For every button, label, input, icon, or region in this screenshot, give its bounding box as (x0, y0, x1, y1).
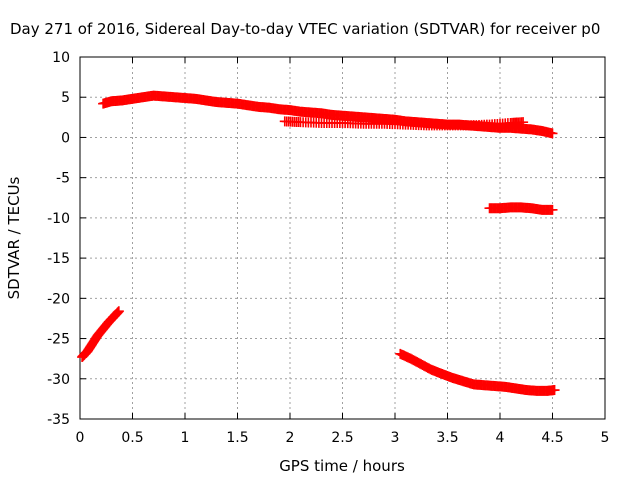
axis-ticks: 0 0.5 1 1.5 2 2.5 3 3.5 4 4.5 5 -35 -30 -25 -20 -15 -10 -… (47, 50, 609, 446)
x-tick-label: 4.5 (541, 430, 563, 446)
y-tick-label: 0 (61, 130, 70, 146)
series-3 (484, 202, 558, 215)
data-point (549, 385, 560, 396)
data-point (113, 306, 124, 317)
data-point (547, 204, 558, 215)
y-tick-label: -20 (47, 291, 70, 307)
data-point (547, 128, 558, 139)
x-tick-label: 2.5 (331, 430, 353, 446)
y-axis-label: SDTVAR / TECUs (5, 176, 23, 299)
y-tick-label: -30 (47, 372, 70, 388)
x-tick-label: 0.5 (121, 430, 143, 446)
series-1 (98, 90, 558, 139)
y-tick-label: -25 (47, 332, 70, 348)
x-tick-label: 1.5 (226, 430, 248, 446)
y-tick-label: -15 (47, 251, 70, 267)
series-4 (77, 306, 124, 363)
x-tick-label: 1 (181, 430, 190, 446)
x-tick-label: 5 (601, 430, 610, 446)
y-tick-label: -10 (47, 211, 70, 227)
y-tick-label: 5 (61, 90, 70, 106)
y-tick-label: -5 (56, 171, 70, 187)
x-tick-label: 4 (496, 430, 505, 446)
y-tick-label: 10 (52, 50, 70, 66)
x-tick-label: 0 (76, 430, 85, 446)
data-points (77, 90, 560, 396)
x-tick-label: 2 (286, 430, 295, 446)
series-5 (395, 348, 560, 396)
chart-title: Day 271 of 2016, Sidereal Day-to-day VTE… (10, 20, 600, 38)
x-tick-label: 3 (391, 430, 400, 446)
data-point (518, 117, 529, 128)
x-tick-label: 3.5 (436, 430, 458, 446)
series-2 (279, 116, 529, 131)
x-axis-label: GPS time / hours (279, 457, 405, 475)
y-tick-label: -35 (47, 412, 70, 428)
